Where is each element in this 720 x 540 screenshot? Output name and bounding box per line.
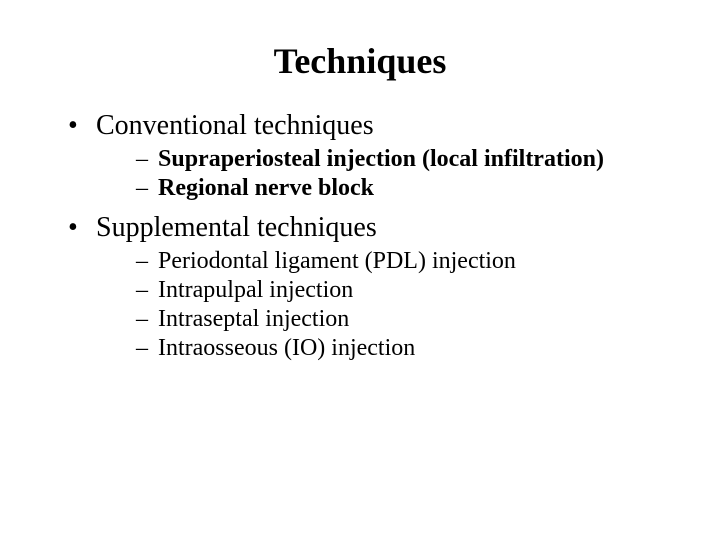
list-item-text: Supraperiosteal injection (local infiltr… <box>158 146 604 172</box>
list-item-text: Intraosseous (IO) injection <box>158 335 415 361</box>
list-item-text: Regional nerve block <box>158 175 374 201</box>
list-item: Intraosseous (IO) injection <box>136 335 700 362</box>
slide-title: Techniques <box>20 40 700 82</box>
bullet-list-level2: Supraperiosteal injection (local infiltr… <box>96 146 700 202</box>
list-item: Periodontal ligament (PDL) injection <box>136 248 700 275</box>
list-item-text: Intrapulpal injection <box>158 277 353 303</box>
list-item: Conventional techniques Supraperiosteal … <box>68 110 700 202</box>
list-item-text: Periodontal ligament (PDL) injection <box>158 248 516 274</box>
list-item: Supplemental techniques Periodontal liga… <box>68 212 700 362</box>
slide: Techniques Conventional techniques Supra… <box>0 0 720 540</box>
list-item: Intraseptal injection <box>136 306 700 333</box>
bullet-list-level2: Periodontal ligament (PDL) injection Int… <box>96 248 700 362</box>
list-item: Intrapulpal injection <box>136 277 700 304</box>
list-item-text: Intraseptal injection <box>158 306 349 332</box>
list-item: Regional nerve block <box>136 175 700 202</box>
bullet-list-level1: Conventional techniques Supraperiosteal … <box>20 110 700 362</box>
list-item: Supraperiosteal injection (local infiltr… <box>136 146 700 173</box>
list-item-text: Supplemental techniques <box>96 212 377 243</box>
list-item-text: Conventional techniques <box>96 110 374 141</box>
